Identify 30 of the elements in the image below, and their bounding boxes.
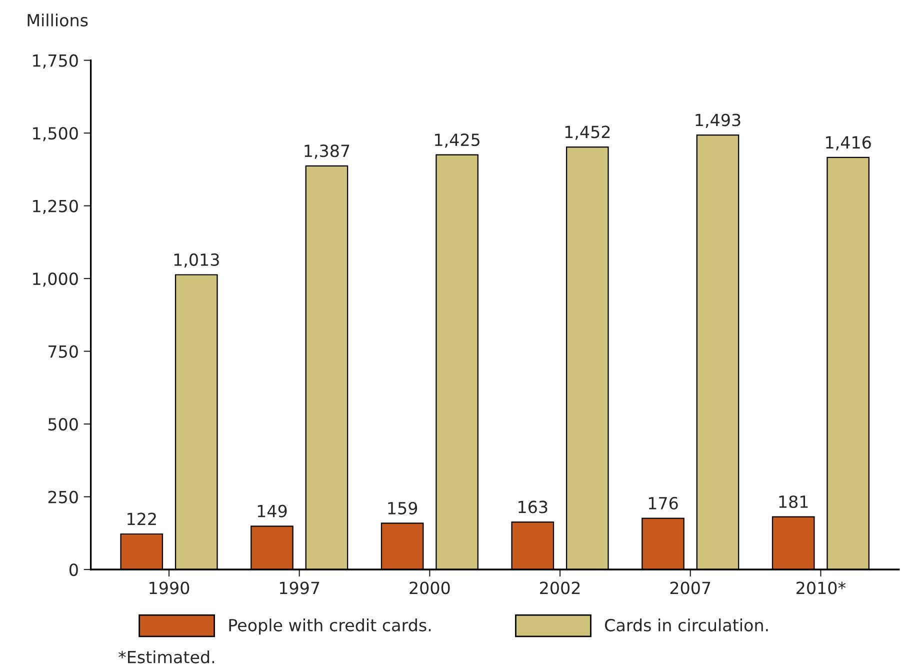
y-tick-label: 500: [48, 418, 78, 431]
x-tick-label: 1990: [150, 582, 190, 594]
y-axis-title: Millions: [28, 14, 88, 27]
y-tick-label: 1,500: [33, 127, 78, 142]
y-tick-label: 0: [69, 563, 78, 576]
x-tick-label: 2010*: [796, 582, 846, 594]
y-tick-label: 750: [48, 345, 78, 358]
data-label: 181: [779, 495, 808, 508]
x-tick-label: 2000: [410, 582, 450, 594]
data-label: 1,416: [826, 136, 871, 150]
y-tick-label: 1,000: [33, 272, 78, 287]
y-tick-label: 1,750: [33, 54, 78, 69]
data-label: 176: [648, 496, 678, 510]
data-label: 1,013: [174, 253, 219, 268]
legend-label: People with credit cards.: [229, 618, 431, 635]
x-tick-label: 2007: [670, 582, 710, 594]
data-label: 149: [258, 504, 287, 518]
x-tick-label: 1997: [280, 582, 320, 594]
data-label: 1,452: [565, 126, 610, 140]
x-tick-label: 2002: [540, 582, 580, 594]
data-label: 1,425: [435, 133, 480, 148]
data-label: 1,493: [696, 114, 740, 128]
data-label: 163: [518, 500, 548, 514]
data-label: 1,387: [304, 144, 350, 159]
legend-label: Cards in circulation.: [605, 618, 768, 632]
y-tick-label: 250: [48, 490, 78, 504]
y-tick-label: 1,250: [33, 200, 78, 214]
text: *Estimated.: [118, 650, 214, 664]
data-label: 159: [388, 502, 418, 514]
data-label: 122: [128, 512, 156, 525]
